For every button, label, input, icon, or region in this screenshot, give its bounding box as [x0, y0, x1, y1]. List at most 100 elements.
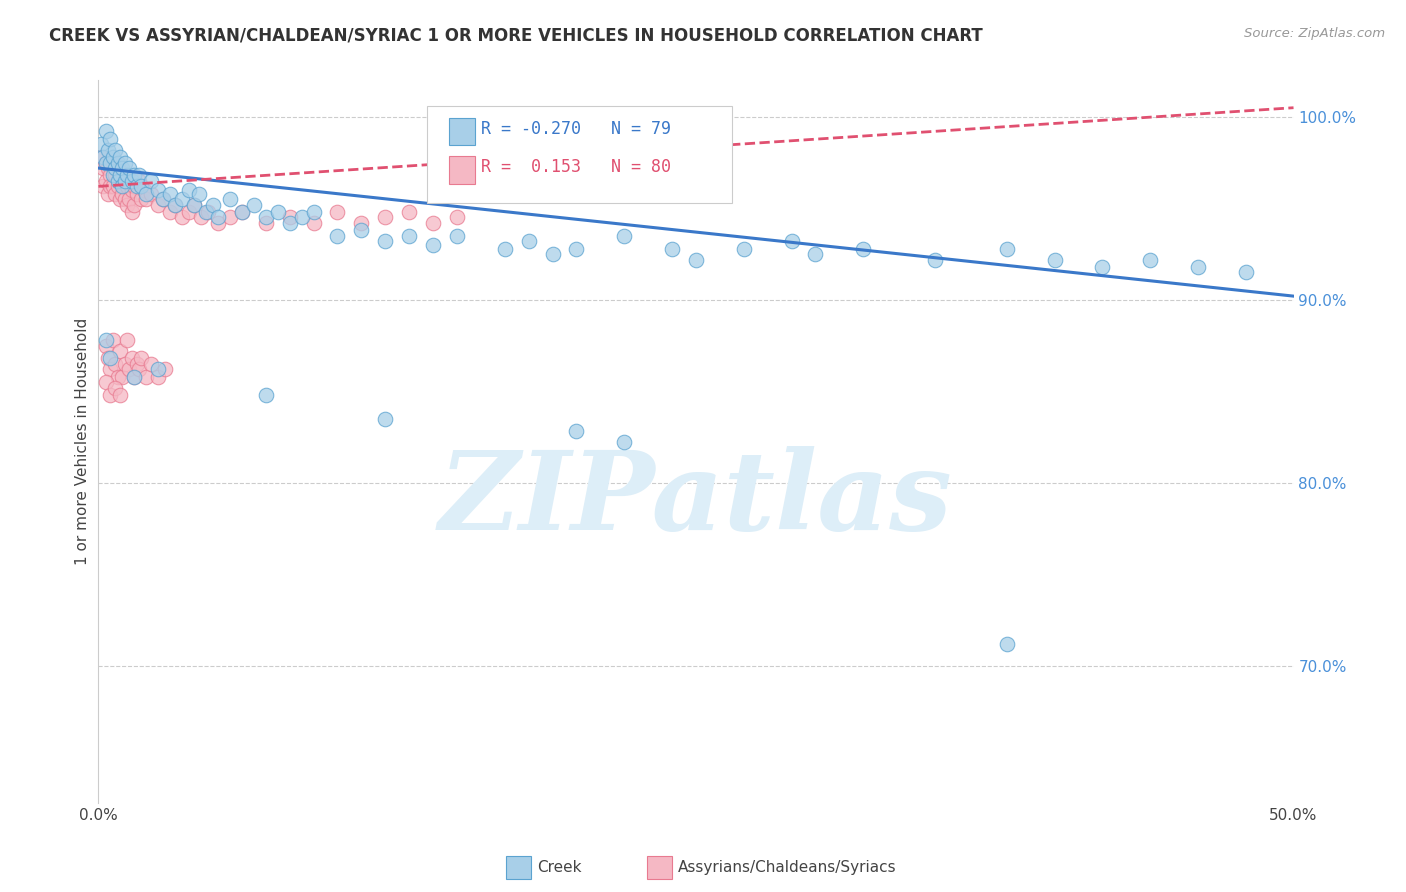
Bar [449, 118, 475, 145]
Point [104, 143, 127, 157]
Text: Creek: Creek [537, 861, 582, 875]
Point [107, 155, 129, 169]
Point [114, 169, 136, 183]
Point [565, 425, 588, 439]
Point [104, 357, 127, 371]
Point [613, 435, 636, 450]
Point [494, 242, 516, 256]
Point [128, 362, 150, 376]
Point [108, 169, 131, 183]
Point [163, 197, 186, 211]
Text: Assyrians/Chaldeans/Syriacs: Assyrians/Chaldeans/Syriacs [678, 861, 896, 875]
Point [108, 169, 131, 183]
Point [254, 216, 277, 230]
Point [108, 343, 131, 358]
Point [91, 161, 114, 175]
Point [804, 247, 827, 261]
Point [121, 174, 143, 188]
Point [1139, 252, 1161, 267]
Point [121, 183, 143, 197]
Point [101, 150, 124, 164]
Point [326, 205, 349, 219]
Point [190, 211, 212, 225]
Point [374, 211, 396, 225]
Point [125, 357, 148, 371]
Point [97, 186, 120, 201]
Point [661, 242, 683, 256]
Point [374, 234, 396, 248]
Point [254, 211, 277, 225]
Point [111, 174, 134, 188]
Point [219, 211, 242, 225]
Point [132, 183, 155, 197]
Point [139, 186, 162, 201]
Point [131, 192, 153, 206]
Point [924, 252, 946, 267]
Point [94, 174, 117, 188]
Point [131, 179, 153, 194]
Point [152, 192, 174, 206]
Text: CREEK VS ASSYRIAN/CHALDEAN/SYRIAC 1 OR MORE VEHICLES IN HOUSEHOLD CORRELATION CH: CREEK VS ASSYRIAN/CHALDEAN/SYRIAC 1 OR M… [49, 27, 983, 45]
Point [108, 192, 131, 206]
Point [125, 179, 148, 194]
Point [118, 192, 141, 206]
Point [148, 197, 170, 211]
Point [94, 124, 117, 138]
Point [995, 242, 1018, 256]
Point [733, 242, 755, 256]
Point [350, 216, 373, 230]
Point [302, 205, 325, 219]
Point [398, 228, 420, 243]
Point [98, 179, 122, 194]
Point [159, 205, 181, 219]
Point [98, 132, 122, 146]
Point [172, 211, 194, 225]
Point [98, 169, 122, 183]
Point [202, 197, 225, 211]
Point [565, 242, 588, 256]
Point [101, 155, 124, 169]
Point [114, 192, 136, 206]
Point [135, 369, 157, 384]
Point [613, 228, 636, 243]
Point [108, 388, 131, 402]
Point [179, 183, 201, 197]
Point [685, 252, 707, 267]
Point [326, 228, 349, 243]
Point [1043, 252, 1066, 267]
Point [114, 174, 136, 188]
Point [350, 223, 373, 237]
Point [207, 216, 229, 230]
Y-axis label: 1 or more Vehicles in Household: 1 or more Vehicles in Household [75, 318, 90, 566]
FancyBboxPatch shape [427, 105, 733, 203]
Point [91, 150, 114, 164]
Point [183, 197, 205, 211]
Point [446, 228, 468, 243]
Point [124, 169, 146, 183]
Point [152, 192, 174, 206]
Point [422, 216, 444, 230]
Point [278, 216, 301, 230]
Point [98, 155, 122, 169]
Point [98, 362, 122, 376]
Point [104, 186, 127, 201]
Point [115, 169, 138, 183]
Point [121, 205, 143, 219]
Point [131, 351, 153, 366]
Point [94, 338, 117, 352]
Point [125, 186, 148, 201]
Point [243, 197, 266, 211]
Point [118, 161, 141, 175]
Point [148, 362, 170, 376]
Point [94, 375, 117, 389]
Point [541, 247, 564, 261]
Point [135, 192, 157, 206]
Point [111, 161, 134, 175]
Point [398, 205, 420, 219]
Point [118, 362, 141, 376]
Point [159, 186, 181, 201]
Text: R =  0.153   N = 80: R = 0.153 N = 80 [481, 158, 671, 176]
Point [107, 161, 129, 175]
Point [128, 169, 150, 183]
Point [163, 197, 186, 211]
